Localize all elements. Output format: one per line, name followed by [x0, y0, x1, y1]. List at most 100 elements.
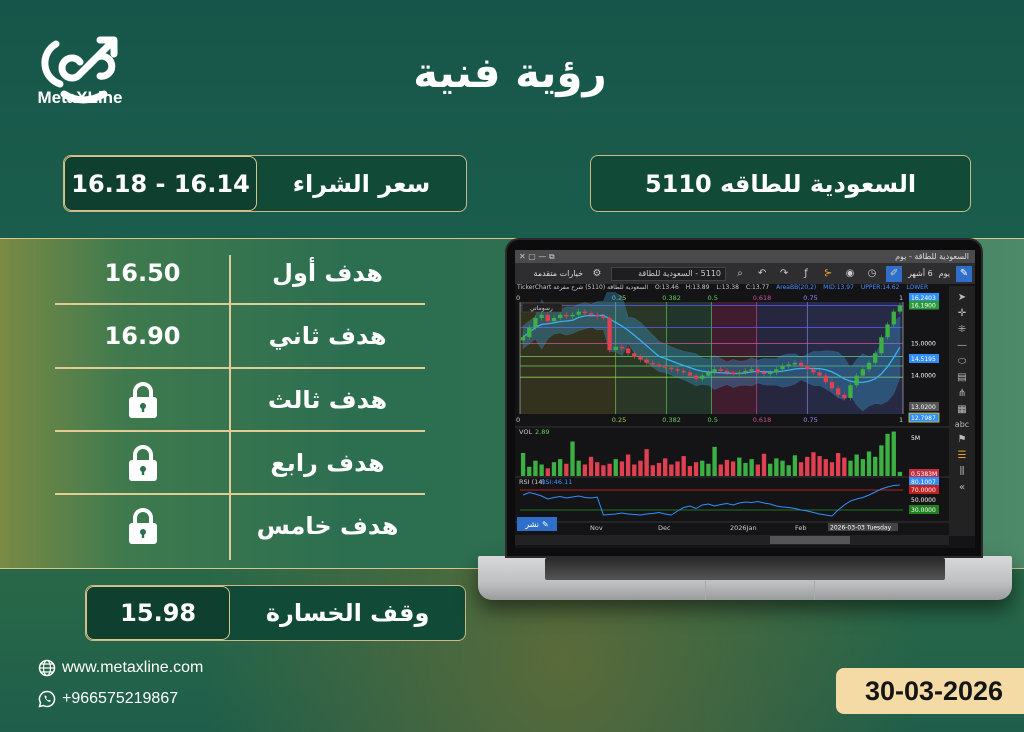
candle: [786, 364, 791, 366]
cursor-icon[interactable]: ➤: [957, 292, 967, 303]
advanced-options[interactable]: خيارات متقدمة: [533, 269, 584, 278]
volume-bar: [761, 453, 767, 476]
flag-icon[interactable]: ⚑: [957, 434, 967, 445]
window-title-bar: السعودية للطاقة - يوم: [515, 250, 975, 263]
candle: [823, 375, 828, 382]
candle: [551, 318, 557, 322]
indicators-icon[interactable]: ƒ: [804, 268, 808, 279]
clock-icon[interactable]: ◷: [867, 268, 877, 279]
volume-bar: [588, 456, 594, 476]
fib-top-label: 0.75: [803, 294, 817, 302]
price-label: 13.0200: [911, 404, 936, 411]
candle: [897, 305, 903, 312]
search-icon[interactable]: ⌕: [737, 268, 743, 279]
fib-top-label: 0.618: [753, 294, 772, 302]
target-row: هدف أول 16.50: [55, 241, 425, 304]
volume-bar: [706, 463, 711, 476]
volume-bar: [625, 454, 631, 476]
channel-icon[interactable]: ▤: [957, 372, 967, 383]
candle: [811, 369, 816, 373]
undo-icon[interactable]: ↶: [757, 268, 767, 279]
bb-mid: MID:13.97: [823, 284, 854, 291]
ellipse-icon[interactable]: ⬭: [957, 356, 967, 367]
draw-tool-icon[interactable]: ✐: [886, 265, 903, 282]
grid-icon[interactable]: ▦: [957, 404, 967, 415]
list-icon[interactable]: ☰: [957, 450, 967, 461]
pitchfork-icon[interactable]: ⋔: [957, 388, 967, 399]
candle: [681, 370, 686, 373]
volume-bar: [669, 464, 674, 476]
redo-icon[interactable]: ↷: [779, 268, 789, 279]
candle: [687, 372, 693, 376]
volume-bar: [835, 453, 841, 476]
volume-bar: [749, 459, 754, 476]
publish-button[interactable]: نشر ✎: [517, 517, 557, 531]
candle: [669, 367, 674, 370]
candle: [644, 359, 649, 363]
settings-icon[interactable]: ⚙: [592, 268, 602, 279]
target-label: هدف خامس: [256, 511, 399, 540]
price-chart[interactable]: 0 0 0.25 0.25 0.382 0.382 0.5 0.5 0.618 0.618 0.75…: [515, 292, 949, 548]
pencil-icon[interactable]: ✎: [956, 265, 972, 282]
candle: [663, 366, 668, 368]
fib-bottom-label: 0: [516, 416, 520, 424]
volume-bar: [743, 462, 748, 476]
volume-bar: [842, 457, 847, 476]
alert-icon[interactable]: ◉: [845, 268, 855, 279]
text-icon[interactable]: abc: [954, 420, 970, 429]
candle: [582, 311, 588, 314]
target-row: هدف رابع: [55, 431, 425, 494]
target-row: هدف ثالث: [55, 368, 425, 431]
crosshair-dotted-icon[interactable]: ⁜: [957, 324, 967, 335]
candle: [576, 311, 581, 315]
high-value: H:13.89: [685, 284, 710, 291]
candle: [533, 318, 538, 328]
symbol-search-input[interactable]: 5110 - السعودية للطاقة: [611, 266, 727, 281]
volume-bar: [576, 460, 581, 476]
candle: [805, 366, 810, 370]
fib-top-label: 0: [516, 294, 520, 302]
target-separator: [55, 493, 425, 495]
crosshair-icon[interactable]: ✛: [957, 308, 967, 319]
target-locked: [55, 368, 230, 431]
laptop-trackpad: [705, 581, 815, 600]
candle: [539, 314, 544, 318]
volume-bar: [774, 458, 779, 476]
fib-bottom-label: 1: [899, 416, 903, 424]
price-label-box: [908, 412, 940, 423]
volume-bar: [823, 459, 828, 476]
candle: [798, 362, 804, 366]
candle: [601, 316, 606, 318]
period-select[interactable]: يوم: [938, 269, 950, 278]
volume-bar: [700, 460, 705, 476]
volume-bar: [607, 463, 612, 476]
date-badge: 30-03-2026: [836, 668, 1024, 714]
candle: [891, 311, 896, 325]
layout-icon[interactable]: ⊰: [823, 268, 833, 279]
axis-label-box: [909, 477, 939, 486]
candle: [656, 364, 662, 366]
x-axis-label: Feb: [795, 524, 807, 532]
candle: [675, 369, 680, 371]
window-controls[interactable]: ✕ ▢ — ⧉: [519, 252, 555, 261]
window-title: السعودية للطاقة - يوم: [895, 252, 969, 261]
candle: [761, 372, 767, 374]
candle: [557, 314, 563, 318]
range-select[interactable]: 6 أشهر: [908, 269, 933, 278]
target-row: هدف ثاني 16.90: [55, 304, 425, 367]
collapse-icon[interactable]: «: [958, 482, 966, 493]
ticker-info: TickerChart السعودية للطاقة (5110) شرح م…: [517, 284, 649, 291]
histogram-icon[interactable]: ⫼: [959, 466, 965, 477]
price-label: 14.5195: [911, 356, 936, 363]
x-axis-label: Dec: [658, 524, 671, 532]
candle: [848, 385, 853, 398]
fib-bottom-label: 0.75: [803, 416, 817, 424]
axis-label: 70.0000: [911, 487, 936, 494]
price-label-box: [909, 300, 939, 310]
horizontal-line-icon[interactable]: —: [957, 340, 967, 351]
volume-bar: [755, 464, 760, 476]
website-link[interactable]: www.metaxline.com: [38, 659, 203, 677]
axis-label-box: [909, 485, 939, 494]
phone-link[interactable]: +966575219867: [38, 690, 178, 708]
drawing-tools-sidebar: ➤ ✛ ⁜ — ⬭ ▤ ⋔ ▦ abc ⚑ ☰ ⫼ «: [949, 286, 975, 536]
